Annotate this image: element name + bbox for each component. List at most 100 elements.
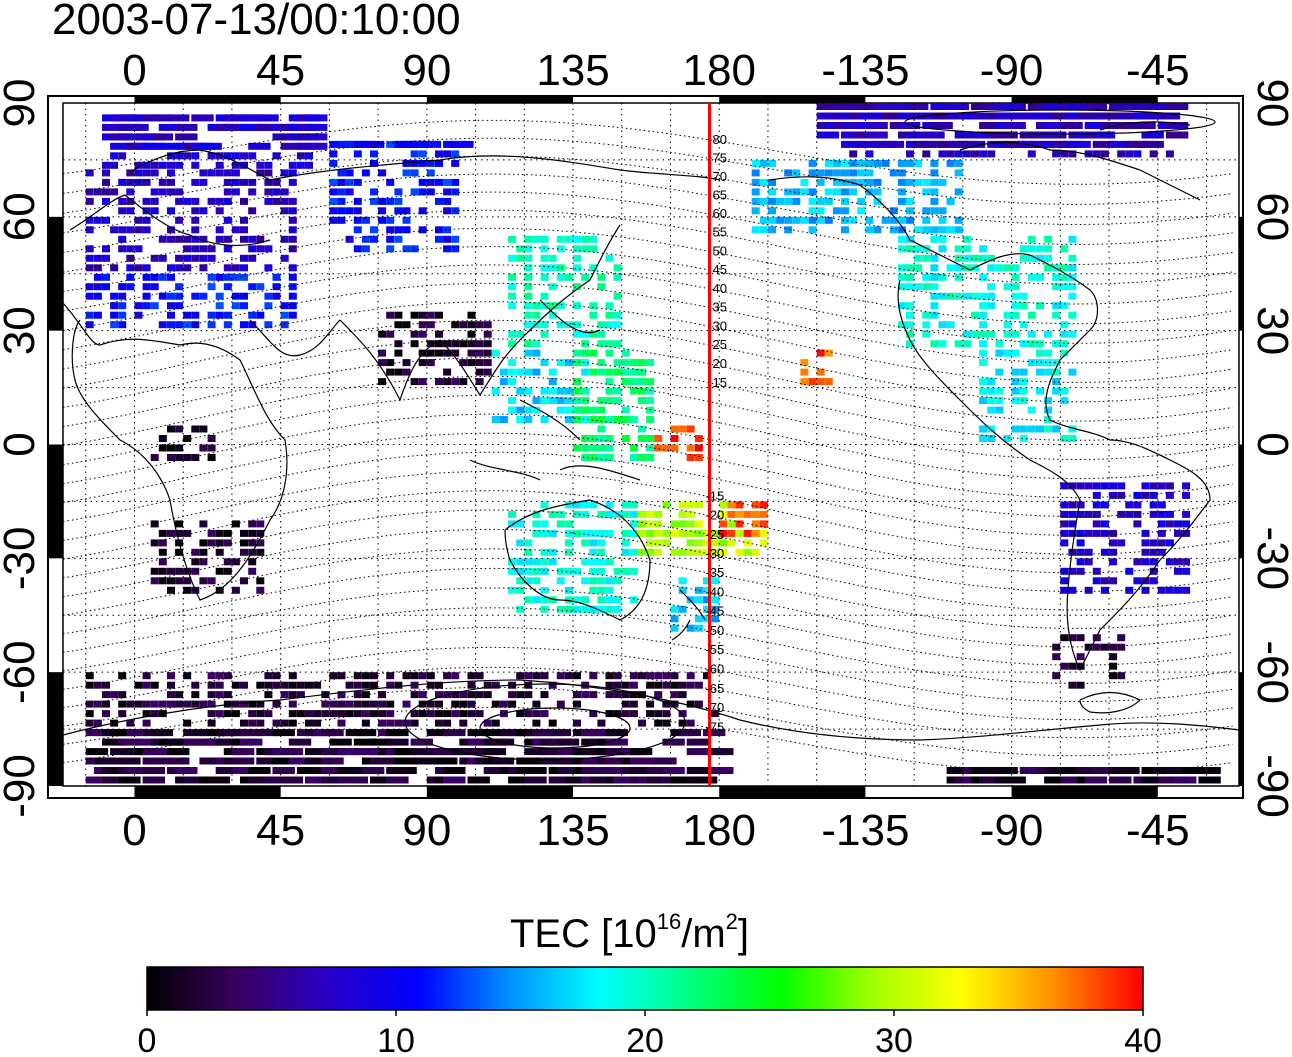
tec-cell bbox=[971, 103, 994, 110]
tec-cell bbox=[873, 103, 896, 110]
tec-cell bbox=[613, 567, 622, 575]
tec-cell bbox=[288, 672, 297, 680]
tec-cell bbox=[1182, 558, 1191, 566]
tec-cell bbox=[207, 311, 216, 319]
tec-cell bbox=[971, 112, 994, 120]
tec-cell bbox=[573, 397, 581, 405]
tec-cell bbox=[605, 558, 614, 566]
tec-cell bbox=[597, 368, 606, 376]
tec-cell bbox=[508, 340, 517, 348]
tec-cell bbox=[524, 748, 547, 756]
tec-cell bbox=[93, 311, 102, 319]
tec-cell bbox=[150, 520, 159, 528]
tec-cell bbox=[305, 776, 328, 784]
tec-cell bbox=[581, 387, 590, 395]
mag-lat-contour bbox=[63, 394, 1233, 480]
tec-cell bbox=[573, 235, 581, 243]
tec-cell bbox=[378, 330, 387, 338]
tec-cell bbox=[832, 188, 841, 196]
tec-cell bbox=[865, 216, 874, 224]
tec-cell bbox=[499, 700, 508, 708]
tec-cell bbox=[824, 197, 833, 205]
tec-cell bbox=[573, 321, 581, 329]
tec-cell bbox=[337, 169, 346, 177]
tec-cell bbox=[524, 349, 533, 357]
tec-cell bbox=[167, 321, 175, 329]
tec-cell bbox=[158, 577, 167, 585]
tec-cell bbox=[670, 548, 679, 556]
tec-cell bbox=[394, 340, 403, 348]
tec-cell bbox=[435, 330, 443, 338]
tec-cell bbox=[1165, 131, 1189, 139]
frame-bar-right bbox=[1239, 672, 1243, 786]
tec-cell bbox=[1117, 482, 1126, 490]
tec-cell bbox=[345, 169, 354, 177]
tec-cell bbox=[467, 700, 476, 708]
tec-cell bbox=[191, 454, 200, 461]
tec-cell bbox=[524, 245, 533, 253]
tec-cell bbox=[223, 197, 232, 205]
tec-cell bbox=[987, 302, 996, 310]
mag-lat-contour bbox=[63, 666, 1233, 739]
tec-cell bbox=[1044, 406, 1053, 414]
tec-cell bbox=[142, 216, 151, 224]
tec-cell bbox=[150, 254, 159, 262]
y-tick-label-left: -90 bbox=[0, 754, 44, 818]
tec-cell bbox=[256, 681, 265, 689]
tec-cell bbox=[564, 776, 588, 784]
tec-cell bbox=[158, 254, 167, 262]
tec-cell bbox=[987, 406, 996, 414]
tec-cell bbox=[1198, 767, 1221, 774]
tec-cell bbox=[483, 729, 507, 737]
mag-lat-contour bbox=[63, 209, 1233, 285]
tec-cell bbox=[1165, 539, 1174, 547]
tec-cell bbox=[1182, 767, 1205, 774]
tec-cell bbox=[191, 254, 200, 262]
tec-cell bbox=[418, 207, 427, 215]
tec-cell bbox=[638, 757, 661, 765]
tec-cell bbox=[573, 378, 581, 386]
tec-cell bbox=[646, 416, 655, 423]
tec-cell bbox=[686, 539, 695, 547]
tec-cell bbox=[167, 292, 175, 300]
tec-cell bbox=[564, 235, 573, 243]
tec-cell bbox=[654, 710, 663, 718]
tec-cell bbox=[573, 283, 581, 291]
tec-cell bbox=[1027, 150, 1036, 158]
x-tick-label-bottom: 90 bbox=[402, 806, 451, 855]
tec-cell bbox=[1068, 501, 1077, 509]
tec-cell bbox=[296, 767, 320, 774]
tec-cell bbox=[662, 719, 671, 727]
tec-cell bbox=[605, 596, 614, 604]
y-tick-label-right: 60 bbox=[1248, 192, 1292, 241]
tec-cell bbox=[248, 188, 257, 196]
tec-cell bbox=[1068, 662, 1077, 670]
map-title: 2003-07-13/00:10:00 bbox=[52, 0, 461, 44]
tec-cell bbox=[922, 140, 945, 148]
tec-cell bbox=[1109, 548, 1118, 556]
tec-cell bbox=[175, 197, 184, 205]
tec-cell bbox=[1092, 140, 1116, 148]
tec-cell bbox=[491, 416, 500, 423]
tec-cell bbox=[703, 529, 711, 537]
tec-cell bbox=[792, 169, 801, 177]
tec-cell bbox=[979, 425, 988, 433]
tec-cell bbox=[629, 681, 638, 689]
tec-cell bbox=[459, 710, 468, 718]
tec-cell bbox=[443, 207, 452, 215]
tec-cell bbox=[240, 302, 248, 310]
tec-cell bbox=[930, 207, 939, 215]
tec-cell bbox=[231, 161, 240, 169]
tec-cell bbox=[824, 103, 848, 110]
tec-cell bbox=[207, 283, 216, 291]
tec-cell bbox=[597, 340, 606, 348]
tec-cell bbox=[142, 197, 151, 205]
tec-cell bbox=[540, 710, 549, 718]
tec-cell bbox=[150, 577, 159, 585]
mag-lat-contour bbox=[63, 319, 1233, 403]
tec-cell bbox=[605, 577, 614, 585]
tec-cell bbox=[857, 103, 880, 110]
tec-cell bbox=[345, 207, 354, 215]
tec-cell bbox=[897, 178, 906, 186]
tec-cell bbox=[126, 245, 135, 253]
